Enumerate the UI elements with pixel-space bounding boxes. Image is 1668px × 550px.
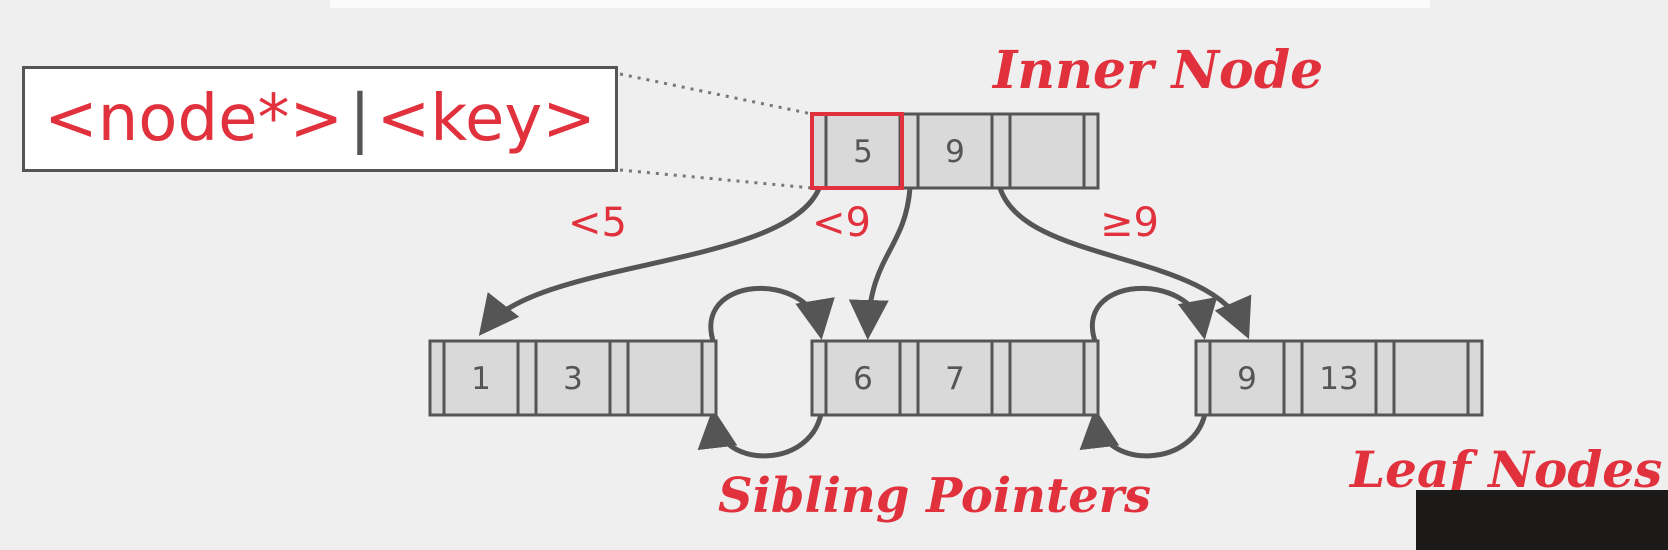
key-value: 3 <box>563 361 583 397</box>
key-value: 13 <box>1319 361 1358 397</box>
edge-arrow-lt5 <box>478 185 823 336</box>
pointer-slot <box>608 339 630 417</box>
legend-box: <node*> | <key> <box>22 66 618 172</box>
key-slot <box>1008 112 1086 190</box>
legend-separator: | <box>349 82 371 156</box>
pointer-slot <box>810 112 828 190</box>
key-slot <box>1392 339 1470 417</box>
callout-line-bottom <box>619 168 813 190</box>
pointer-slot <box>1194 339 1212 417</box>
sibling-pointers-label: Sibling Pointers <box>718 468 1152 524</box>
pointer-slot <box>1082 339 1100 417</box>
key-slot <box>1208 339 1286 417</box>
pointer-slot <box>1282 339 1304 417</box>
leaf-node-3: 9 13 <box>1194 339 1484 417</box>
top-strip <box>330 0 1430 8</box>
video-overlay-corner <box>1416 490 1668 550</box>
pointer-slot <box>898 339 920 417</box>
key-value: 9 <box>945 134 965 170</box>
pointer-slot <box>516 339 538 417</box>
pointer-slot <box>990 339 1012 417</box>
highlighted-key-slot <box>810 112 904 190</box>
sibling-arrow-3-to-2 <box>1079 407 1209 459</box>
key-value: 1 <box>471 361 491 397</box>
edge-label-ge9: ≥9 <box>1100 200 1159 246</box>
key-slot <box>534 339 612 417</box>
pointer-slot <box>1466 339 1484 417</box>
edge-arrow-lt9 <box>848 187 913 340</box>
sibling-arrow-2-to-3 <box>1090 285 1218 345</box>
sibling-arrow-1-to-2 <box>708 285 835 345</box>
pointer-slot <box>1374 339 1396 417</box>
key-slot <box>916 112 994 190</box>
key-value: 6 <box>853 361 873 397</box>
edge-label-lt9: <9 <box>812 200 871 246</box>
node-group: 5 91 3 6 7 9 13 <box>428 112 1484 417</box>
key-slot <box>626 339 704 417</box>
key-value: 7 <box>945 361 965 397</box>
inner-node-label: Inner Node <box>993 40 1324 101</box>
key-value: 9 <box>1237 361 1257 397</box>
legend-node-pointer: <node*> <box>44 82 344 156</box>
key-slot <box>442 339 520 417</box>
pointer-slot <box>428 339 446 417</box>
leaf-nodes-label: Leaf Nodes <box>1350 440 1663 499</box>
callout-line-top <box>619 72 813 116</box>
edge-arrow-ge9 <box>997 187 1252 340</box>
sibling-arrow-2-to-1 <box>697 407 825 459</box>
pointer-slot <box>810 339 828 417</box>
key-value: 5 <box>853 134 873 170</box>
pointer-slot <box>1082 112 1100 190</box>
key-slot <box>1008 339 1086 417</box>
key-slot <box>1300 339 1378 417</box>
pointer-slot <box>700 339 718 417</box>
legend-key: <key> <box>376 82 596 156</box>
pointer-slot <box>990 112 1012 190</box>
edge-label-lt5: <5 <box>568 200 627 246</box>
key-slot <box>824 339 902 417</box>
